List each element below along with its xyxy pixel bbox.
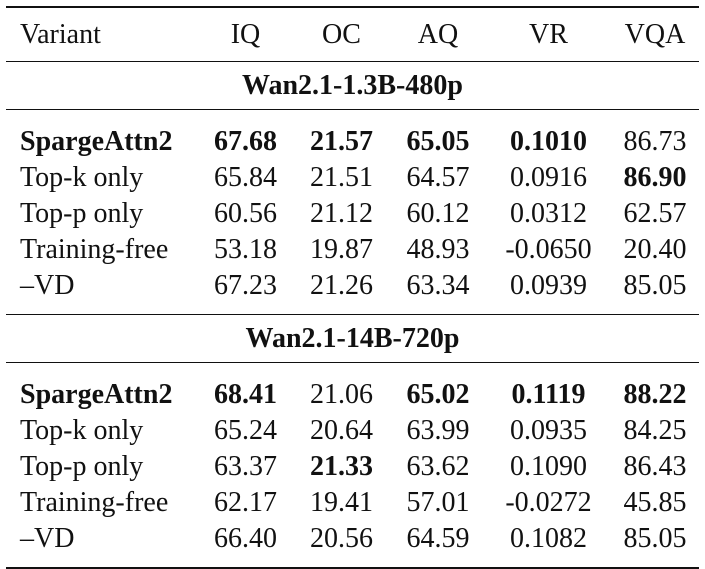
table-row: –VD 66.40 20.56 64.59 0.1082 85.05 bbox=[6, 521, 699, 569]
aq-cell: 65.02 bbox=[406, 379, 470, 410]
aq-cell: 48.93 bbox=[406, 234, 470, 265]
column-header-oc: OC bbox=[293, 6, 390, 62]
column-header-vqa: VQA bbox=[611, 6, 699, 62]
table-row: Training-free 62.17 19.41 57.01 -0.0272 … bbox=[6, 485, 699, 521]
aq-cell: 63.62 bbox=[406, 451, 470, 482]
vr-cell: 0.0935 bbox=[510, 415, 587, 446]
table-row: Top-p only 63.37 21.33 63.62 0.1090 86.4… bbox=[6, 449, 699, 485]
iq-cell: 53.18 bbox=[214, 234, 277, 265]
aq-cell: 65.05 bbox=[406, 126, 470, 157]
section-title-row: Wan2.1-1.3B-480p bbox=[6, 61, 699, 110]
variant-cell: SpargeAttn2 bbox=[20, 126, 173, 157]
iq-cell: 66.40 bbox=[198, 521, 293, 569]
vqa-cell: 20.40 bbox=[623, 234, 687, 265]
vr-cell: 0.1119 bbox=[511, 379, 586, 410]
iq-cell: 67.23 bbox=[198, 268, 293, 315]
iq-cell: 65.24 bbox=[214, 415, 277, 446]
vqa-cell: 85.05 bbox=[611, 521, 699, 569]
column-header-iq: IQ bbox=[198, 6, 293, 62]
vr-cell: -0.0272 bbox=[505, 487, 592, 518]
vr-cell: 0.1090 bbox=[510, 451, 587, 482]
column-header-aq: AQ bbox=[390, 6, 486, 62]
oc-cell: 21.06 bbox=[310, 379, 373, 410]
section-title-row: Wan2.1-14B-720p bbox=[6, 314, 699, 363]
table-row: SpargeAttn2 68.41 21.06 65.02 0.1119 88.… bbox=[6, 363, 699, 414]
vqa-cell: 86.43 bbox=[623, 451, 687, 482]
aq-cell: 63.99 bbox=[406, 415, 470, 446]
section-wan-1-3b: Wan2.1-1.3B-480p SpargeAttn2 67.68 21.57… bbox=[6, 61, 699, 315]
oc-cell: 20.56 bbox=[293, 521, 390, 569]
variant-cell: Top-k only bbox=[20, 415, 144, 446]
ablation-results-table: Variant IQ OC AQ VR VQA Wan2.1-1.3B-480p… bbox=[6, 6, 699, 569]
aq-cell: 63.34 bbox=[390, 268, 486, 315]
table-row: Top-k only 65.24 20.64 63.99 0.0935 84.2… bbox=[6, 413, 699, 449]
aq-cell: 64.59 bbox=[390, 521, 486, 569]
vqa-cell: 88.22 bbox=[623, 379, 687, 410]
variant-cell: –VD bbox=[6, 521, 198, 569]
section-title: Wan2.1-1.3B-480p bbox=[6, 61, 699, 110]
column-header-vr: VR bbox=[486, 6, 611, 62]
variant-cell: Training-free bbox=[20, 234, 169, 265]
variant-cell: –VD bbox=[6, 268, 198, 315]
iq-cell: 62.17 bbox=[214, 487, 277, 518]
vr-cell: 0.0312 bbox=[510, 198, 587, 229]
oc-cell: 21.26 bbox=[293, 268, 390, 315]
vqa-cell: 84.25 bbox=[623, 415, 687, 446]
variant-cell: SpargeAttn2 bbox=[20, 379, 173, 410]
vr-cell: 0.1082 bbox=[486, 521, 611, 569]
vqa-cell: 62.57 bbox=[623, 198, 687, 229]
header-row: Variant IQ OC AQ VR VQA bbox=[6, 6, 699, 62]
variant-cell: Top-p only bbox=[20, 451, 144, 482]
section-title: Wan2.1-14B-720p bbox=[6, 314, 699, 363]
aq-cell: 64.57 bbox=[406, 162, 470, 193]
table-row: Top-p only 60.56 21.12 60.12 0.0312 62.5… bbox=[6, 196, 699, 232]
vr-cell: 0.0916 bbox=[510, 162, 587, 193]
variant-cell: Top-p only bbox=[20, 198, 144, 229]
iq-cell: 65.84 bbox=[214, 162, 277, 193]
table-row: SpargeAttn2 67.68 21.57 65.05 0.1010 86.… bbox=[6, 110, 699, 161]
vqa-cell: 85.05 bbox=[611, 268, 699, 315]
variant-cell: Training-free bbox=[20, 487, 169, 518]
iq-cell: 60.56 bbox=[214, 198, 277, 229]
column-header-variant: Variant bbox=[6, 6, 198, 62]
section-wan-14b: Wan2.1-14B-720p SpargeAttn2 68.41 21.06 … bbox=[6, 314, 699, 569]
iq-cell: 63.37 bbox=[214, 451, 277, 482]
variant-cell: Top-k only bbox=[20, 162, 144, 193]
oc-cell: 21.33 bbox=[310, 451, 373, 482]
aq-cell: 57.01 bbox=[406, 487, 470, 518]
vr-cell: 0.1010 bbox=[510, 126, 587, 157]
oc-cell: 21.12 bbox=[310, 198, 373, 229]
vqa-cell: 86.73 bbox=[623, 126, 687, 157]
table-row: Top-k only 65.84 21.51 64.57 0.0916 86.9… bbox=[6, 160, 699, 196]
oc-cell: 19.87 bbox=[310, 234, 373, 265]
aq-cell: 60.12 bbox=[406, 198, 470, 229]
oc-cell: 21.51 bbox=[310, 162, 373, 193]
table-row: Training-free 53.18 19.87 48.93 -0.0650 … bbox=[6, 232, 699, 268]
vqa-cell: 45.85 bbox=[623, 487, 687, 518]
table-row: –VD 67.23 21.26 63.34 0.0939 85.05 bbox=[6, 268, 699, 315]
iq-cell: 67.68 bbox=[214, 126, 277, 157]
vqa-cell: 86.90 bbox=[623, 162, 687, 193]
vr-cell: -0.0650 bbox=[505, 234, 592, 265]
oc-cell: 19.41 bbox=[310, 487, 373, 518]
vr-cell: 0.0939 bbox=[486, 268, 611, 315]
oc-cell: 20.64 bbox=[310, 415, 373, 446]
iq-cell: 68.41 bbox=[214, 379, 277, 410]
oc-cell: 21.57 bbox=[310, 126, 373, 157]
